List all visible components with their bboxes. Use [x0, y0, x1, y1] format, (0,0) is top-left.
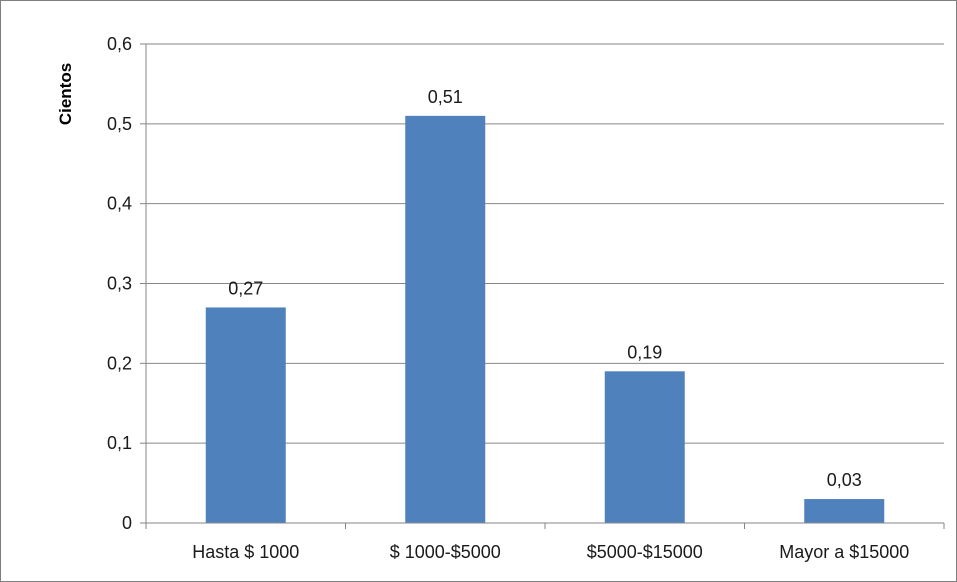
x-tick-label: Hasta $ 1000: [192, 542, 299, 562]
y-tick-label: 0,5: [107, 114, 132, 134]
y-axis-title: Cientos: [56, 63, 75, 125]
data-label: 0,27: [228, 278, 263, 298]
y-tick-label: 0,2: [107, 353, 132, 373]
bar: [604, 371, 685, 523]
bar: [205, 307, 286, 523]
bar: [405, 115, 486, 523]
y-tick-label: 0,4: [107, 194, 132, 214]
data-label: 0,03: [827, 470, 862, 490]
bars: [205, 115, 885, 523]
data-label: 0,19: [627, 342, 662, 362]
y-tick-label: 0,3: [107, 274, 132, 294]
x-tick-label: Mayor a $15000: [779, 542, 909, 562]
y-tick-label: 0,6: [107, 34, 132, 54]
data-label: 0,51: [428, 87, 463, 107]
labels: 0 0,1 0,2 0,3 0,4 0,5 0,6 0,27 Hasta $ 1000 0,51 $…: [107, 34, 909, 562]
x-tick-label: $ 1000-$5000: [390, 542, 501, 562]
bar: [804, 499, 885, 523]
y-tick-label: 0: [122, 513, 132, 533]
y-tick-label: 0,1: [107, 433, 132, 453]
x-tick-label: $5000-$15000: [587, 542, 703, 562]
axes: [140, 43, 945, 529]
